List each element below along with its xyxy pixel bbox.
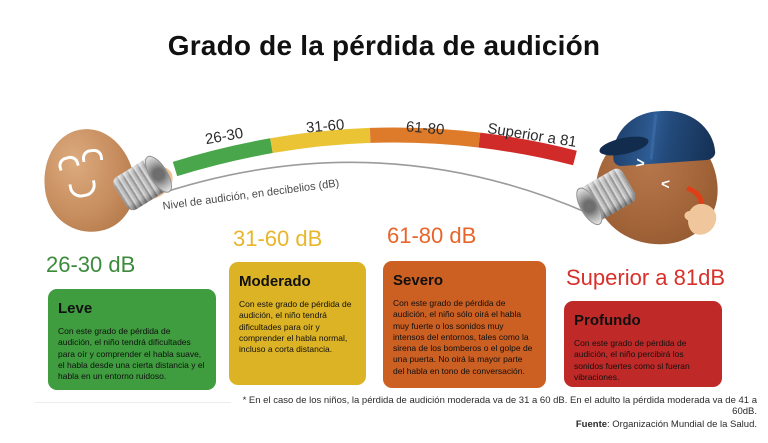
card-description: Con este grado de pérdida de audición, e…: [393, 298, 533, 376]
squint-eye-icon: <: [660, 175, 671, 194]
card-title: Profundo: [574, 312, 641, 329]
card-title: Severo: [393, 272, 444, 289]
closed-eye-icon: [56, 153, 80, 172]
closed-eye-icon: [81, 148, 104, 163]
can-open-end: [571, 183, 608, 230]
gauge-range-label: 61-80: [405, 118, 446, 139]
page-title: Grado de la pérdida de audición: [167, 30, 601, 61]
gauge-range-label: 26-30: [203, 124, 245, 149]
gauge-range-label: Superior a 81: [486, 120, 578, 151]
cap-seam: [649, 113, 658, 160]
gauge-axis-label: Nivel de audición, en decibelios (dB): [161, 177, 340, 213]
category-range-profundo: Superior a 81dB: [566, 265, 725, 290]
footer: * En el caso de los niños, la pérdida de…: [217, 395, 757, 430]
string-line: [149, 161, 591, 215]
card-title: Leve: [58, 300, 93, 317]
category-range-moderado: 31-60 dB: [233, 226, 323, 251]
source-value: : Organización Mundial de la Salud.: [607, 419, 757, 430]
divider-line: [35, 402, 231, 403]
card-title: Moderado: [239, 273, 311, 290]
footnote-text: * En el caso de los niños, la pérdida de…: [242, 395, 757, 417]
category-range-severo: 61-80 dB: [387, 223, 477, 248]
category-card-severo: Severo Con este grado de pérdida de audi…: [383, 261, 546, 388]
source-label: Fuente: [575, 419, 608, 430]
category-card-profundo: Profundo Con este grado de pérdida de au…: [564, 301, 722, 387]
category-card-leve: Leve Con este grado de pérdida de audici…: [48, 289, 216, 390]
card-description: Con este grado de pérdida de audición, e…: [239, 299, 352, 355]
gauge-range-label: 31-60: [305, 116, 346, 137]
card-description: Con este grado de pérdida de audición, e…: [58, 326, 205, 382]
category-card-moderado: Moderado Con este grado de pérdida de au…: [229, 262, 366, 385]
category-range-leve: 26-30 dB: [46, 252, 136, 277]
source-text: Fuente: Organización Mundial de la Salud…: [217, 419, 757, 430]
smile-icon: [68, 179, 98, 200]
card-description: Con este grado de pérdida de audición, e…: [574, 338, 690, 382]
